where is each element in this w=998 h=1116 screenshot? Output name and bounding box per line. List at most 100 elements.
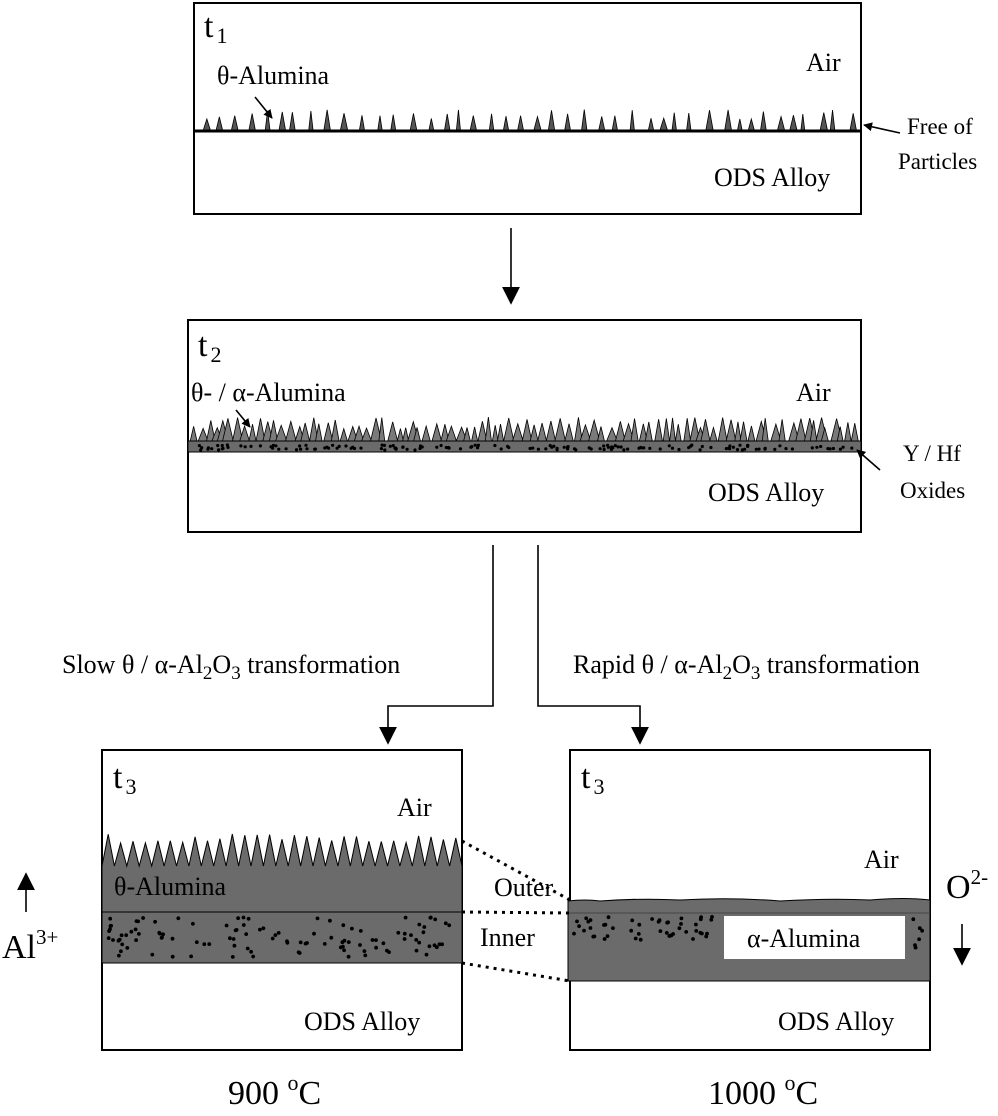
oxide-particle — [622, 448, 626, 452]
oxide-particle — [440, 942, 444, 947]
branch-slow-label: Slow θ / α-Al2O3 transformation — [62, 650, 400, 684]
oxide-particle — [331, 443, 335, 447]
oxide-particle — [473, 443, 477, 447]
oxide-particle — [606, 915, 611, 920]
panel-t3-right-air-label: Air — [864, 845, 899, 874]
oxide-particle — [428, 915, 433, 920]
oxide-particle — [698, 917, 703, 922]
oxide-particle — [444, 445, 448, 450]
oxide-particle — [312, 931, 316, 936]
oxide-particle — [476, 446, 480, 450]
oxide-particle — [249, 444, 253, 448]
oxide-particle — [315, 916, 320, 921]
oxide-particle — [544, 447, 548, 451]
oxide-particle — [387, 950, 391, 954]
alpha-scale-oxide-particles — [572, 915, 924, 950]
oxide-particle — [230, 955, 235, 959]
oxide-particle — [344, 444, 348, 448]
oxide-particle — [277, 447, 281, 451]
oxide-particle — [206, 447, 210, 451]
oxide-particle — [665, 920, 670, 925]
oxide-particle — [704, 934, 709, 939]
oxide-particle — [349, 446, 353, 450]
oxide-particle — [773, 447, 777, 451]
oxide-particle — [133, 927, 138, 932]
inner-layer-oxide-particles — [106, 915, 452, 959]
oxide-particle — [249, 949, 254, 954]
oxide-particle — [763, 446, 767, 450]
panel-t2-air-label: Air — [796, 378, 831, 407]
oxide-particle — [246, 916, 251, 921]
oxide-particle — [728, 444, 732, 448]
oxide-particle — [346, 954, 351, 959]
oxide-particle — [439, 443, 443, 448]
oxide-particle — [337, 444, 341, 448]
oxide-particle — [493, 443, 497, 448]
mixed-alumina-needles — [189, 417, 859, 443]
oxide-particle — [650, 917, 654, 921]
oxide-particle — [296, 950, 301, 955]
oxide-particle — [161, 932, 166, 937]
oxide-particle — [424, 952, 429, 957]
panel-t2-scale-layer — [187, 440, 862, 453]
panel-t2-mix-pointer — [235, 409, 251, 428]
oxide-particle — [421, 930, 426, 935]
oxide-particle — [658, 929, 663, 933]
oxide-particle — [427, 944, 432, 949]
oxide-particle — [381, 941, 386, 946]
oxide-particle — [396, 930, 401, 935]
oxide-particle — [619, 445, 623, 449]
oxide-particle — [157, 931, 162, 936]
oxide-particle — [244, 932, 249, 936]
oxide-particle — [566, 447, 570, 451]
oxide-particle — [757, 447, 761, 451]
oxide-particle — [374, 938, 378, 942]
oxide-particle — [815, 445, 819, 449]
oxide-particle — [476, 443, 480, 447]
oxide-particle — [394, 446, 398, 450]
oxide-particle — [370, 938, 375, 942]
oxide-particle — [116, 938, 121, 943]
oxide-particle — [548, 444, 552, 448]
oxide-particle — [572, 931, 576, 936]
panel-t1-frame — [193, 2, 862, 215]
zoom-line-bottom — [461, 961, 571, 983]
oxide-particle — [160, 935, 164, 940]
oxide-particle — [338, 945, 343, 950]
temperature-1000-label: 1000 oC — [708, 1070, 818, 1112]
oxide-particle — [119, 933, 124, 938]
oxide-particle — [150, 952, 155, 957]
oxide-particle — [417, 922, 422, 927]
oxide-particle — [602, 447, 606, 452]
oxide-particle — [528, 446, 532, 451]
oxide-particle — [434, 945, 439, 950]
oxide-particle — [106, 936, 111, 940]
oxide-particle — [507, 445, 511, 450]
panel-t1-theta-label: θ-Alumina — [217, 61, 330, 90]
oxide-particle — [176, 916, 181, 921]
oxide-particle — [443, 921, 448, 926]
oxide-particle — [391, 444, 395, 448]
panel-t1-free-label-line1: Free of — [907, 114, 973, 139]
oxide-particle — [220, 443, 224, 448]
oxide-particle — [170, 954, 175, 959]
oxide-particle — [637, 446, 641, 450]
oxide-particle — [313, 447, 317, 451]
oxide-particle — [657, 918, 662, 923]
oxide-particle — [709, 445, 713, 450]
oxide-particle — [602, 444, 606, 448]
panel-t2-frame — [187, 319, 862, 533]
oxide-particle — [233, 928, 238, 933]
oxide-particle — [111, 938, 115, 942]
oxide-particle — [602, 937, 607, 941]
oxide-particle — [191, 921, 195, 926]
oxide-particle — [200, 446, 204, 450]
oxide-particle — [125, 946, 130, 950]
oxide-particle — [414, 938, 419, 942]
oxide-particle — [819, 444, 823, 449]
oxide-particle — [586, 919, 591, 924]
oxide-particle — [374, 945, 378, 950]
oxide-particle — [340, 940, 345, 945]
